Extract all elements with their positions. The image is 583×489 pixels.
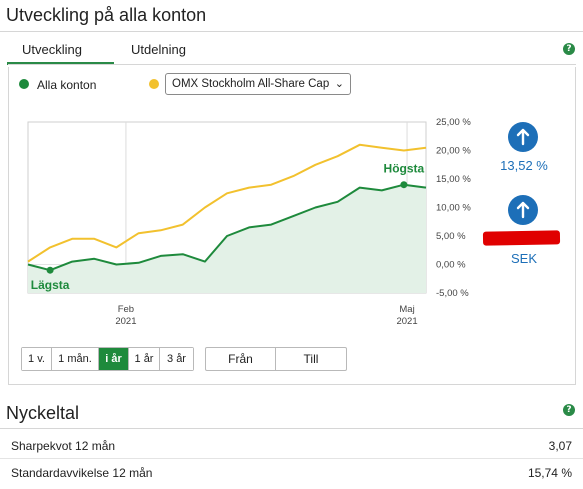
low-point-marker <box>46 266 54 274</box>
sharpe-label: Sharpekvot 12 mån <box>11 439 116 453</box>
high-label: Högsta <box>384 162 425 176</box>
to-date-button[interactable]: Till <box>303 352 319 366</box>
chart-area-fill <box>28 184 426 293</box>
index-dot-icon <box>149 79 159 89</box>
period-button-1ar[interactable]: 1 år <box>129 348 160 370</box>
chart-lines <box>27 143 427 272</box>
help-icon[interactable]: ? <box>563 404 575 416</box>
nyckeltal-title: Nyckeltal <box>6 403 80 423</box>
header-divider <box>0 31 583 32</box>
active-tab-indicator <box>7 62 114 65</box>
low-label: Lägsta <box>31 278 70 292</box>
arrow-up-icon <box>508 195 538 225</box>
series-dot-icon <box>19 79 29 89</box>
nyckeltal-divider <box>0 428 583 429</box>
legend-label-alla-konton: Alla konton <box>37 78 97 92</box>
date-range-selector: Från Till <box>205 347 347 371</box>
chevron-down-icon: ⌄ <box>334 78 344 90</box>
y-tick-label: 5,00 % <box>436 231 466 242</box>
period-button-3ar[interactable]: 3 år <box>160 348 193 370</box>
chart-panel <box>8 67 576 385</box>
percent-return: 13,52 % <box>500 158 548 173</box>
period-button-1man[interactable]: 1 mån. <box>52 348 99 370</box>
row-divider <box>0 458 583 459</box>
sharpe-value: 3,07 <box>548 439 572 453</box>
tab-utdelning[interactable]: Utdelning <box>131 42 186 57</box>
index-select[interactable]: OMX Stockholm All-Share Cap ⌄ <box>165 73 351 95</box>
y-tick-label: 15,00 % <box>436 174 471 185</box>
y-tick-label: 25,00 % <box>436 117 471 128</box>
x-tick-sublabel: 2021 <box>396 316 417 327</box>
period-button-1v[interactable]: 1 v. <box>22 348 52 370</box>
help-icon[interactable]: ? <box>563 43 575 55</box>
tabs-divider <box>8 64 576 65</box>
tab-utveckling[interactable]: Utveckling <box>22 42 82 57</box>
stddev-value: 15,74 % <box>527 466 572 480</box>
from-date-button[interactable]: Från <box>206 348 276 370</box>
redaction-mark <box>482 230 561 246</box>
x-tick-label: Feb <box>118 304 134 315</box>
x-tick-sublabel: 2021 <box>115 316 136 327</box>
y-tick-label: 0,00 % <box>436 260 466 271</box>
page-title: Utveckling på alla konton <box>6 5 207 25</box>
chart-annotations: Högsta Lägsta <box>31 162 425 293</box>
stddev-label: Standardavvikelse 12 mån <box>11 466 153 480</box>
period-selector: 1 v. 1 mån. i år 1 år 3 år <box>21 347 194 371</box>
x-tick-label: Maj <box>399 304 414 315</box>
index-select-value: OMX Stockholm All-Share Cap <box>172 78 330 90</box>
y-tick-label: 20,00 % <box>436 146 471 157</box>
arrow-up-icon <box>508 122 538 152</box>
sek-label: SEK <box>510 251 537 266</box>
series-area-fill <box>28 184 426 293</box>
period-button-iar[interactable]: i år <box>99 348 129 370</box>
high-point-marker <box>400 181 408 189</box>
y-tick-label: 10,00 % <box>436 203 471 214</box>
y-tick-label: -5,00 % <box>436 288 469 299</box>
